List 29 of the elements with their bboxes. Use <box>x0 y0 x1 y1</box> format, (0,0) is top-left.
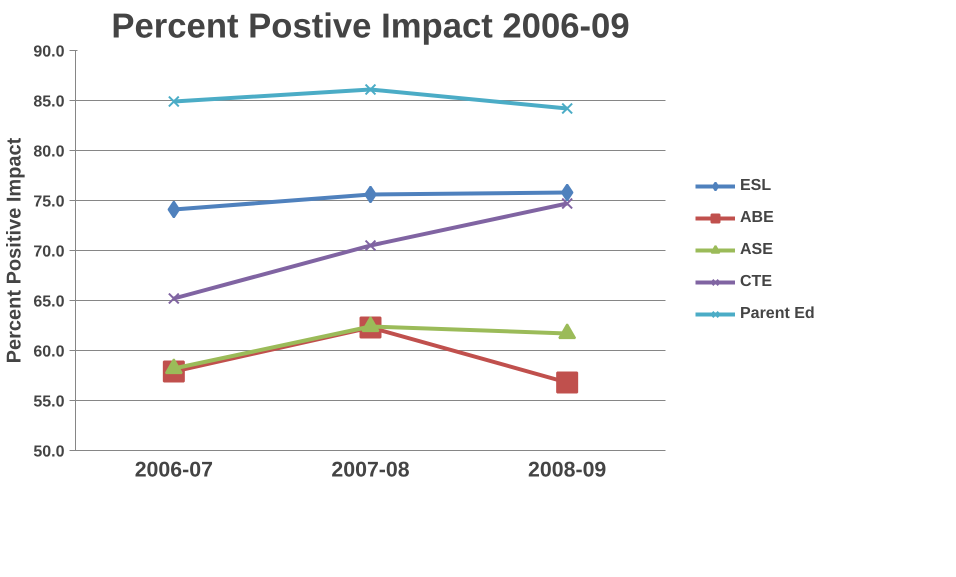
y-tick-label: 90.0 <box>33 44 65 60</box>
point <box>560 184 574 202</box>
point <box>364 186 377 204</box>
y-tick-label: 75.0 <box>33 194 65 210</box>
y-tick-label: 60.0 <box>33 344 65 360</box>
chart-title: Percent Postive Impact 2006-09 <box>111 8 630 46</box>
point <box>561 102 574 114</box>
x-tick-label: 2006-07 <box>134 458 213 482</box>
point <box>364 84 376 96</box>
point <box>168 292 180 304</box>
legend-label: ABE <box>740 209 774 227</box>
legend-label: ESL <box>740 177 772 195</box>
legend-label: ASE <box>740 241 773 259</box>
y-tick-label: 70.0 <box>33 244 65 260</box>
point <box>364 240 376 252</box>
legend-label: Parent Ed <box>740 305 815 323</box>
y-tick-label: 85.0 <box>33 94 65 110</box>
y-tick-label: 50.0 <box>33 444 65 460</box>
y-tick-label: 55.0 <box>33 394 65 410</box>
legend-label: CTE <box>740 273 772 291</box>
y-tick-label: 80.0 <box>33 144 65 160</box>
y-axis-title: Percent Positive Impact <box>3 137 26 364</box>
point <box>561 198 574 210</box>
point <box>168 200 180 218</box>
point <box>556 372 578 394</box>
y-tick-label: 65.0 <box>33 294 65 310</box>
x-tick-label: 2008-09 <box>528 458 606 482</box>
point <box>168 96 180 108</box>
x-tick-label: 2007-08 <box>331 458 410 482</box>
